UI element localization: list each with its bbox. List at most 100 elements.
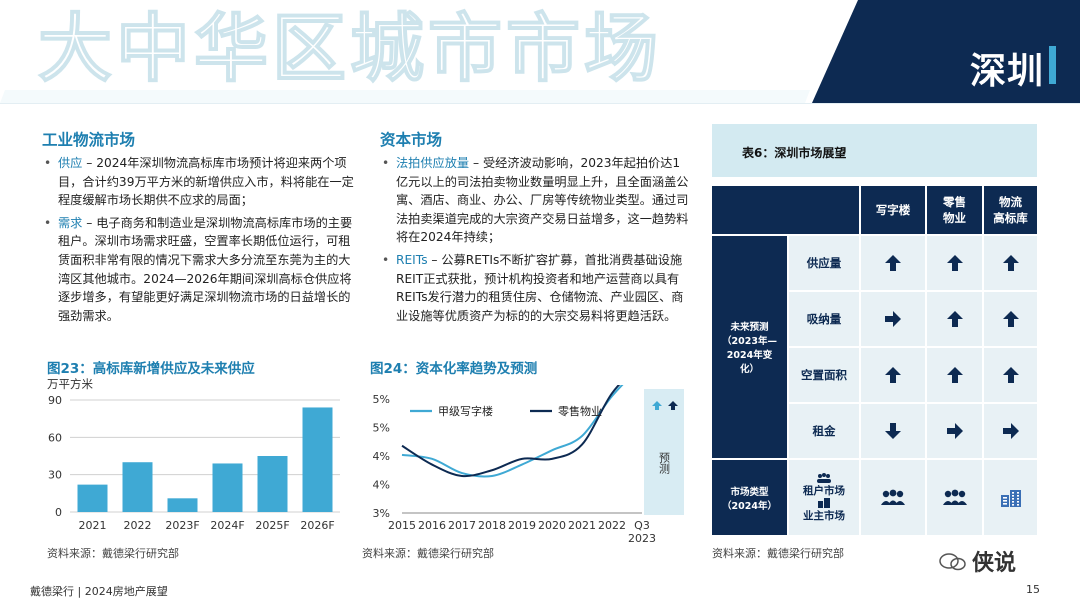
legend-label: 甲级写字楼 [438, 404, 493, 418]
y-tick-label: 30 [48, 469, 62, 482]
bar [77, 484, 108, 512]
forecast-label: 预测 [658, 452, 671, 475]
arrow-right-icon [927, 404, 982, 458]
outlook-table: 写字楼 零售 物业 物流 高标库未来预测 （2023年— 2024年变 化） 市场类型… [712, 184, 1037, 535]
forecast-up-arrow [668, 401, 678, 410]
x-tick-label: 2026F [300, 519, 334, 532]
industrial-bullet: 需求 – 电子商务和制造业是深圳物流高标库市场的主要租户。深圳市场需求旺盛，空置… [42, 214, 354, 326]
arrow-down-icon [861, 404, 925, 458]
forecast-group-label: 未来预测 （2023年— 2024年变 化） [712, 236, 787, 458]
x-tick-label: 2021 [568, 519, 596, 532]
series-line [401, 385, 624, 478]
fig23-unit: 万平方米 [47, 377, 93, 391]
y-tick-label: 5% [373, 422, 390, 435]
fig24-source: 资料来源：戴德梁行研究部 [362, 547, 494, 560]
bar [302, 407, 333, 512]
arrow-up-icon [927, 236, 982, 290]
table-col-header: 物流 高标库 [984, 186, 1037, 234]
capital-bullet: REITs – 公募RETIs不断扩容扩募，首批消费基础设施REIT正式获批，预… [380, 251, 692, 325]
y-tick-label: 4% [373, 450, 390, 463]
bar [257, 456, 288, 512]
bar [212, 463, 243, 512]
table-source: 资料来源：戴德梁行研究部 [712, 547, 844, 560]
bullet-label: REITs [396, 252, 428, 267]
y-tick-label: 3% [373, 507, 390, 520]
y-tick-label: 5% [373, 393, 390, 406]
x-tick-label: 2015 [388, 519, 416, 532]
table-row-label: 供应量 [789, 236, 859, 290]
bullet-text: – 电子商务和制造业是深圳物流高标库市场的主要租户。深圳市场需求旺盛，空置率长期… [58, 215, 353, 323]
y-tick-label: 4% [373, 479, 390, 492]
x-tick-label: 2022 [124, 519, 152, 532]
arrow-right-icon [984, 404, 1037, 458]
x-tick-label: 2016 [418, 519, 446, 532]
series-line [401, 385, 621, 478]
arrow-up-icon [984, 348, 1037, 402]
forecast-up-arrow [652, 401, 662, 410]
bar [122, 462, 153, 512]
table-header-blank [712, 186, 859, 234]
fig23-chart: 0 30 60 90 2021 2022 2023F 2024F 2025F 2026F [48, 394, 340, 532]
bullet-label: 法拍供应放量 [396, 156, 470, 170]
x-tick-label: 2018 [478, 519, 506, 532]
market-type-group-label: 市场类型 （2024年） [712, 460, 787, 535]
y-tick-label: 60 [48, 431, 62, 444]
arrow-up-icon [984, 292, 1037, 346]
landlord-market-label: 业主市场 [803, 509, 845, 522]
fig24-chart: 预测 3% 4% 4% 5% 5% 2015 2016 2017 2018 2019 2020 2021… [373, 385, 684, 545]
table-row-label: 租金 [789, 404, 859, 458]
table-row-label: 吸纳量 [789, 292, 859, 346]
arrow-up-icon [927, 292, 982, 346]
table-col-header: 写字楼 [861, 186, 925, 234]
x-tick-label: 2021 [79, 519, 107, 532]
tenant-market-label: 租户市场 [803, 484, 845, 497]
landlord-market-icon [984, 460, 1037, 535]
fig23-title: 图23：高标库新增供应及未来供应 [47, 361, 255, 377]
arrow-up-icon [984, 236, 1037, 290]
footer-brand: 戴德梁行 | 2024房地产展望 [30, 585, 168, 598]
arrow-up-icon [861, 236, 925, 290]
fig23-source: 资料来源：戴德梁行研究部 [47, 547, 179, 560]
header-banner: 大中华区城市市场 深圳 [0, 0, 1080, 103]
legend-label: 零售物业 [558, 404, 602, 418]
bullet-text: – 受经济波动影响，2023年起拍价达1亿元以上的司法拍卖物业数量明显上升，且全… [396, 156, 689, 245]
arrow-up-icon [861, 348, 925, 402]
wechat-icon [939, 553, 966, 571]
tenant-icon [817, 472, 831, 483]
industrial-bullet: 供应 – 2024年深圳物流高标库市场预计将迎来两个项目，合计约39万平方米的新… [42, 154, 354, 210]
x-tick-label: 2017 [448, 519, 476, 532]
capital-heading: 资本市场 [380, 131, 443, 149]
city-name: 深圳 [969, 51, 1044, 92]
y-tick-label: 0 [55, 506, 62, 519]
bar [167, 498, 198, 512]
bullet-label: 需求 [58, 215, 83, 230]
tenant-market-icon [861, 460, 925, 535]
x-tick-label: 2022 [598, 519, 626, 532]
page-title: 大中华区城市市场 [37, 5, 662, 93]
header-divider [0, 103, 1080, 104]
x-tick-label: 2024F [210, 519, 244, 532]
x-tick-label: 2019 [508, 519, 536, 532]
page-number: 15 [1026, 583, 1040, 596]
watermark-text: 侠说 [972, 551, 1017, 576]
industrial-heading: 工业物流市场 [42, 131, 136, 149]
table-title-bar: 表6：深圳市场展望 [712, 124, 1037, 177]
city-accent-bar [1049, 46, 1056, 84]
y-tick-label: 90 [48, 394, 62, 407]
forecast-band [644, 389, 684, 515]
bullet-text: – 2024年深圳物流高标库市场预计将迎来两个项目，合计约39万平方米的新增供应… [58, 156, 354, 208]
market-type-legend: 租户市场 业主市场 [789, 460, 859, 535]
table-row-label: 空置面积 [789, 348, 859, 402]
x-tick-label: Q3 2023 [628, 519, 656, 545]
tenant-market-icon [927, 460, 982, 535]
bullet-label: 供应 [58, 156, 83, 170]
header-bg [0, 0, 1080, 103]
capital-bullet: 法拍供应放量 – 受经济波动影响，2023年起拍价达1亿元以上的司法拍卖物业数量… [380, 154, 692, 247]
table-col-header: 零售 物业 [927, 186, 982, 234]
x-tick-label: 2020 [538, 519, 566, 532]
building-icon [818, 497, 830, 508]
arrow-up-icon [927, 348, 982, 402]
capital-bullets: 法拍供应放量 – 受经济波动影响，2023年起拍价达1亿元以上的司法拍卖物业数量… [380, 154, 692, 329]
table-title: 表6：深圳市场展望 [742, 146, 847, 160]
fig24-title: 图24：资本化率趋势及预测 [370, 361, 538, 377]
